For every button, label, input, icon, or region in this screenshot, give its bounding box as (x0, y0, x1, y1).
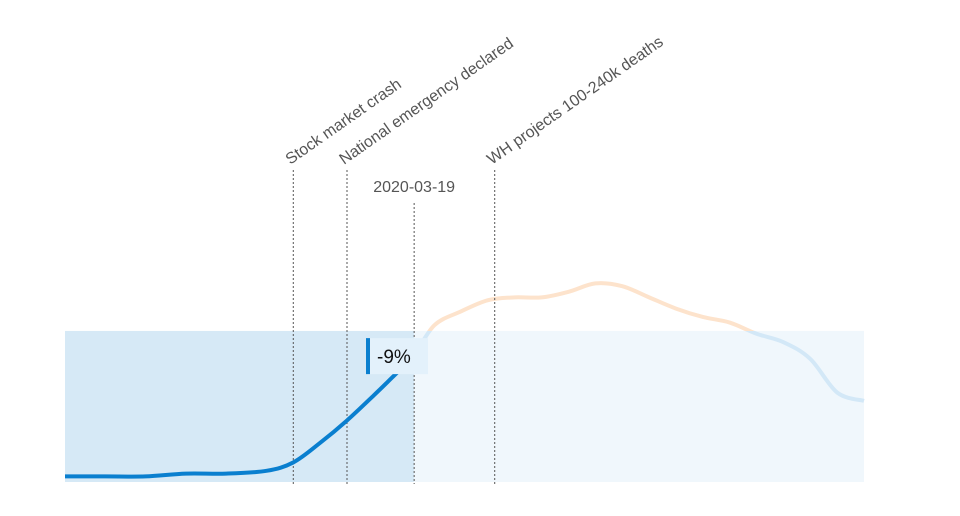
current-value-marker (366, 338, 370, 375)
current-value-label: -9% (377, 347, 411, 368)
current-value-badge: -9% (366, 338, 428, 375)
upcoming-region (414, 330, 864, 482)
upcoming-line-above (427, 281, 755, 331)
current-date-label: 2020-03-19 (373, 179, 455, 196)
event-label: WH projects 100-240k deaths (484, 33, 666, 168)
elapsed-region (65, 330, 415, 482)
current-value-background (368, 338, 428, 375)
elapsed-line (64, 354, 416, 479)
upcoming-line-below (412, 330, 865, 403)
